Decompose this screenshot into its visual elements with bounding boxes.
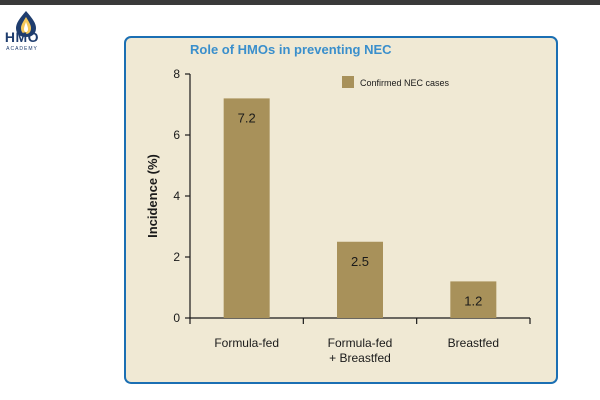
chart-title: Role of HMOs in preventing NEC (190, 42, 392, 57)
bar (450, 281, 497, 318)
y-tick-label: 0 (173, 311, 180, 325)
bar-value-label: 1.2 (464, 293, 482, 308)
y-tick-label: 4 (173, 189, 180, 203)
x-axis: Formula-fed Formula-fed + Breastfed Breastf… (189, 317, 531, 365)
bar (223, 98, 270, 319)
y-tick-label: 2 (173, 250, 180, 264)
droplet-icon (16, 11, 36, 37)
y-tick-label: 6 (173, 128, 180, 142)
chart-panel (124, 36, 558, 384)
bar-value-label: 2.5 (351, 254, 369, 269)
x-tick-label: Formula-fed + Breastfed (328, 336, 393, 365)
y-axis-label: Incidence (%) (145, 154, 160, 238)
legend-swatch (342, 76, 354, 88)
x-tick-label: Formula-fed (214, 336, 279, 350)
logo-name: HMO (4, 29, 40, 45)
bars: 7.2 2.5 1.2 (223, 98, 497, 319)
logo (4, 8, 48, 64)
y-tick-label: 8 (173, 67, 180, 81)
top-bar (0, 0, 600, 5)
x-tick-label: Breastfed (448, 336, 499, 350)
legend-label: Confirmed NEC cases (360, 78, 450, 88)
bar (337, 241, 383, 318)
legend: Confirmed NEC cases (342, 76, 450, 88)
y-axis: 0 2 4 6 8 (173, 67, 191, 325)
bar-value-label: 7.2 (238, 110, 256, 125)
logo-subtitle: ACADEMY (6, 46, 38, 52)
